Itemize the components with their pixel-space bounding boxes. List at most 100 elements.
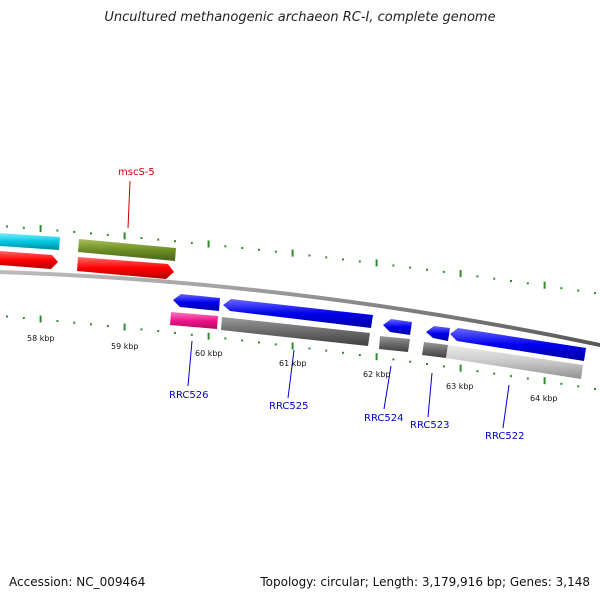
minor-tick [73, 230, 76, 233]
feature-gray-bar-3[interactable] [422, 342, 448, 358]
minor-tick [22, 317, 25, 319]
leader-line-rrc522 [502, 384, 510, 429]
gene-red-arrow-2[interactable] [77, 257, 174, 279]
minor-tick [594, 292, 596, 295]
minor-tick [594, 388, 596, 390]
major-tick [375, 353, 378, 361]
gene-mscs-5-arrow[interactable] [78, 239, 176, 261]
tick-label-61: 61 kbp [279, 359, 307, 368]
leader-line-rrc523 [427, 372, 433, 418]
minor-tick [241, 339, 244, 342]
minor-tick [426, 268, 428, 271]
minor-tick [274, 343, 277, 346]
minor-tick [493, 372, 496, 375]
major-tick [375, 259, 378, 267]
minor-tick [442, 270, 445, 273]
leader-line-rrc525 [287, 349, 295, 399]
major-tick [543, 281, 546, 289]
minor-tick [157, 330, 160, 333]
tick-label-63: 63 kbp [446, 382, 474, 391]
minor-tick [73, 321, 76, 324]
major-tick [123, 323, 126, 331]
minor-tick [258, 341, 260, 344]
tick-label-58: 58 kbp [27, 334, 55, 343]
minor-tick [241, 247, 244, 249]
gene-label-rrc525[interactable]: RRC525 [269, 401, 308, 412]
minor-tick [442, 365, 445, 368]
minor-tick [274, 250, 277, 253]
tick-label-60: 60 kbp [195, 349, 223, 358]
feature-pink-bar[interactable] [170, 312, 218, 329]
minor-tick [157, 238, 160, 241]
gene-rrc526-arrow[interactable] [173, 294, 220, 311]
minor-tick [325, 349, 328, 352]
gene-rrc525-arrow[interactable] [223, 299, 373, 328]
feature-light-gray-bar[interactable] [446, 345, 583, 379]
minor-tick [577, 289, 580, 292]
leader-line-rrc524 [383, 365, 392, 410]
minor-tick [577, 385, 580, 388]
major-tick [207, 332, 210, 340]
minor-tick [258, 248, 260, 251]
minor-tick [493, 277, 496, 280]
gene-label-mscs-5[interactable]: mscS-5 [118, 167, 155, 178]
minor-tick [174, 331, 176, 334]
minor-tick [392, 264, 395, 267]
minor-tick [106, 325, 109, 327]
minor-tick [6, 315, 8, 318]
gene-label-rrc523[interactable]: RRC523 [410, 420, 449, 431]
feature-gray-bar-2[interactable] [379, 336, 410, 352]
leader-line-rrc526 [187, 340, 193, 387]
gene-rrc524-arrow[interactable] [383, 319, 412, 335]
minor-tick [476, 275, 479, 278]
minor-tick [308, 254, 311, 257]
gene-rrc522-arrow[interactable] [450, 328, 586, 361]
minor-tick [560, 287, 563, 290]
major-tick [459, 270, 462, 278]
minor-tick [106, 233, 109, 236]
minor-tick [476, 370, 479, 373]
minor-tick [560, 382, 563, 385]
minor-tick [342, 258, 344, 261]
minor-tick [526, 282, 529, 285]
minor-tick [358, 354, 361, 356]
minor-tick [526, 377, 529, 380]
gene-cyan-arrow[interactable] [0, 233, 60, 250]
major-tick [459, 364, 462, 372]
upper-tick-row [6, 225, 596, 295]
minor-tick [392, 358, 395, 361]
leader-line-mscs-5 [127, 180, 131, 229]
major-tick [291, 342, 294, 350]
tick-label-59: 59 kbp [111, 342, 139, 351]
gene-label-rrc524[interactable]: RRC524 [364, 413, 403, 424]
minor-tick [6, 225, 8, 228]
major-tick [39, 225, 42, 233]
minor-tick [342, 351, 344, 354]
minor-tick [56, 229, 59, 232]
minor-tick [90, 323, 92, 326]
minor-tick [510, 375, 512, 378]
gene-label-rrc522[interactable]: RRC522 [485, 431, 524, 442]
minor-tick [174, 240, 176, 243]
feature-gray-bar-1[interactable] [221, 317, 370, 346]
minor-tick [325, 256, 328, 259]
major-tick [207, 240, 210, 248]
gene-label-rrc526[interactable]: RRC526 [169, 390, 208, 401]
minor-tick [56, 320, 59, 323]
minor-tick [140, 328, 143, 331]
minor-tick [358, 260, 361, 263]
lower-tick-row [6, 315, 596, 390]
gene-red-arrow-1[interactable] [0, 251, 58, 269]
gene-rrc523-arrow[interactable] [426, 326, 450, 341]
minor-tick [510, 280, 512, 282]
minor-tick [224, 337, 227, 340]
minor-tick [140, 237, 143, 239]
accession-text: Accession: NC_009464 [9, 575, 146, 589]
minor-tick [22, 226, 25, 229]
major-tick [123, 232, 126, 240]
minor-tick [426, 363, 428, 365]
minor-tick [409, 360, 412, 363]
genome-summary-text: Topology: circular; Length: 3,179,916 bp… [260, 575, 590, 589]
minor-tick [409, 266, 412, 269]
